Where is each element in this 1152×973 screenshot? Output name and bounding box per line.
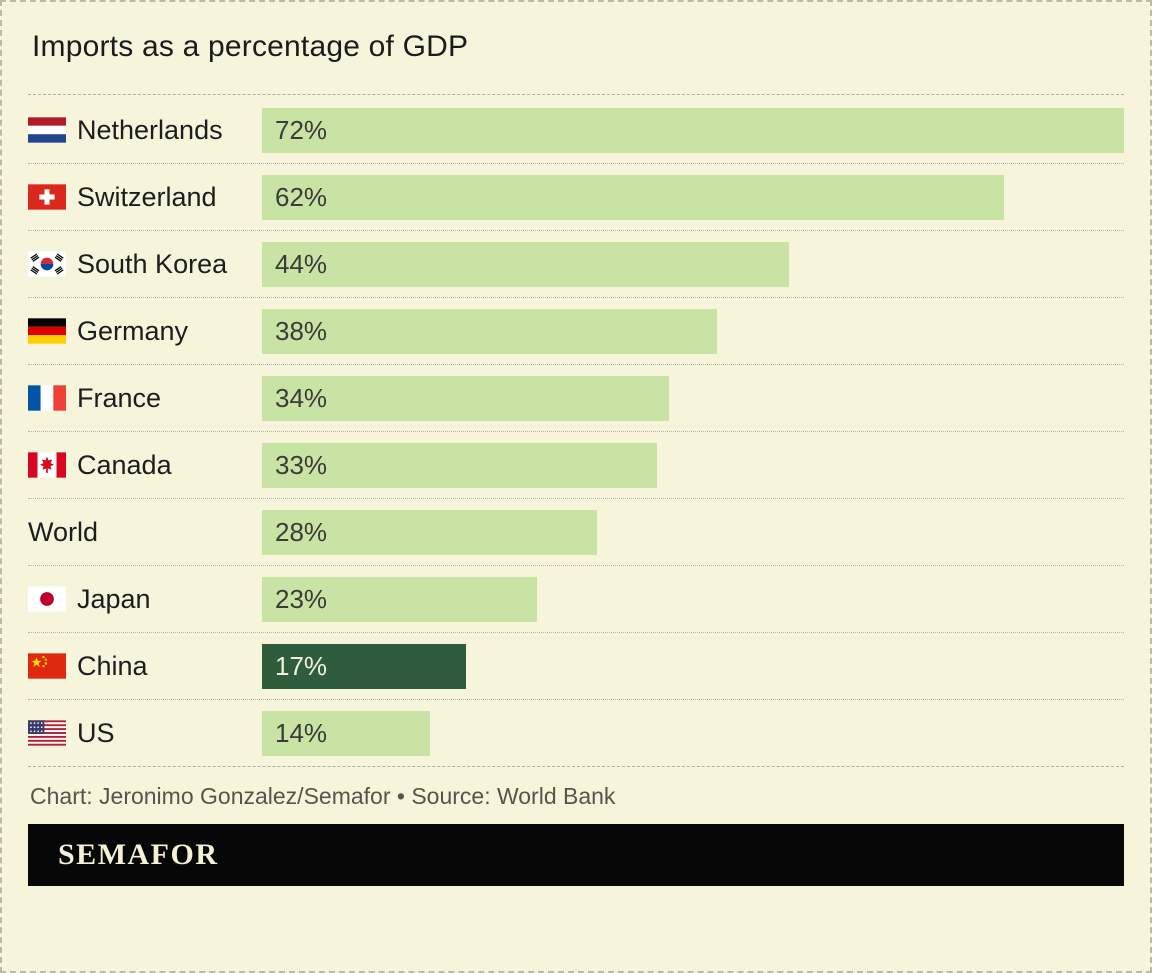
country-label: World: [28, 516, 99, 547]
value-label: 14%: [275, 717, 328, 748]
chart-row: Switzerland 62%: [28, 164, 1124, 231]
value-label: 44%: [275, 248, 328, 279]
value-label: 72%: [275, 114, 328, 145]
country-label: China: [77, 650, 148, 681]
bar-track: 17%: [262, 643, 1124, 689]
chart-row: Canada 33%: [28, 432, 1124, 499]
row-label-column: South Korea: [28, 249, 262, 280]
chart-title: Imports as a percentage of GDP: [32, 30, 469, 63]
brand-banner: SEMAFOR: [28, 824, 1124, 886]
flag-us-icon: [28, 720, 66, 746]
chart-row: South Korea 44%: [28, 231, 1124, 298]
row-label-column: China: [28, 651, 262, 682]
flag-germany-icon: [28, 318, 66, 344]
chart-row: US 14%: [28, 700, 1124, 766]
bar-track: 28%: [262, 509, 1124, 555]
country-label: US: [77, 717, 115, 748]
bar-track: 23%: [262, 576, 1124, 622]
row-label-column: Germany: [28, 316, 262, 347]
row-label-column: Netherlands: [28, 115, 262, 146]
bar-track: 14%: [262, 710, 1124, 756]
country-label: Japan: [77, 583, 151, 614]
value-label: 28%: [275, 516, 328, 547]
country-label: Netherlands: [77, 114, 223, 145]
bar: 33%: [262, 442, 658, 488]
bar: 28%: [262, 509, 598, 555]
value-label: 38%: [275, 315, 328, 346]
bar-track: 44%: [262, 241, 1124, 287]
bar: 23%: [262, 576, 538, 622]
value-label: 33%: [275, 449, 328, 480]
top-separator: [28, 94, 1124, 95]
bar: 72%: [262, 107, 1124, 153]
chart-row: World 28%: [28, 499, 1124, 566]
footer-credit: Chart: Jeronimo Gonzalez/Semafor • Sourc…: [30, 783, 616, 809]
value-label: 62%: [275, 181, 328, 212]
flag-netherlands-icon: [28, 117, 66, 143]
flag-china-icon: [28, 653, 66, 679]
flag-south-korea-icon: [28, 251, 66, 277]
row-label-column: Japan: [28, 584, 262, 615]
bar-track: 72%: [262, 107, 1124, 153]
row-label-column: US: [28, 718, 262, 749]
row-label-column: France: [28, 383, 262, 414]
chart-row: Netherlands 72%: [28, 97, 1124, 164]
bottom-separator: [28, 766, 1124, 767]
country-label: France: [77, 382, 162, 413]
row-label-column: World: [28, 517, 262, 548]
flag-japan-icon: [28, 586, 66, 612]
bar-track: 62%: [262, 174, 1124, 220]
country-label: South Korea: [77, 248, 228, 279]
row-label-column: Canada: [28, 450, 262, 481]
bar: 17%: [262, 643, 466, 689]
bar-chart: Netherlands 72% Switzerland 62% South Ko…: [28, 97, 1124, 766]
country-label: Germany: [77, 315, 189, 346]
country-label: Switzerland: [77, 181, 217, 212]
flag-france-icon: [28, 385, 66, 411]
bar-track: 33%: [262, 442, 1124, 488]
chart-row: Japan 23%: [28, 566, 1124, 633]
bar: 62%: [262, 174, 1005, 220]
bar: 38%: [262, 308, 717, 354]
flag-canada-icon: [28, 452, 66, 478]
country-label: Canada: [77, 449, 172, 480]
semafor-logo: SEMAFOR: [58, 838, 219, 871]
chart-row: Germany 38%: [28, 298, 1124, 365]
chart-row: China 17%: [28, 633, 1124, 700]
value-label: 17%: [275, 650, 328, 681]
chart-row: France 34%: [28, 365, 1124, 432]
bar: 14%: [262, 710, 430, 756]
value-label: 34%: [275, 382, 328, 413]
row-label-column: Switzerland: [28, 182, 262, 213]
flag-switzerland-icon: [28, 184, 66, 210]
bar-track: 38%: [262, 308, 1124, 354]
bar: 34%: [262, 375, 670, 421]
bar-track: 34%: [262, 375, 1124, 421]
bar: 44%: [262, 241, 789, 287]
value-label: 23%: [275, 583, 328, 614]
